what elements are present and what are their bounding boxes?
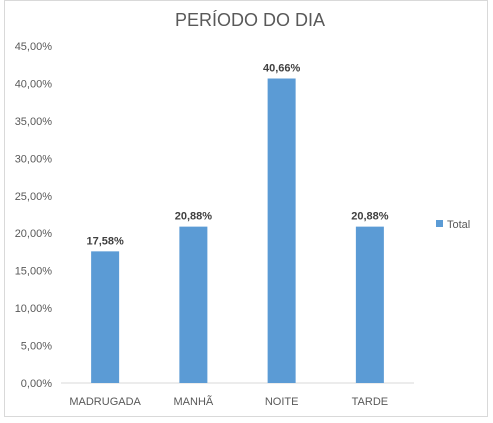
chart-title: PERÍODO DO DIA — [175, 10, 325, 30]
y-tick-label: 15,00% — [15, 266, 53, 278]
legend: Total — [436, 219, 470, 231]
bar — [355, 226, 384, 383]
bar — [91, 251, 120, 383]
x-tick-label: NOITE — [265, 396, 299, 408]
x-tick-label: MADRUGADA — [69, 396, 141, 408]
y-axis: 0,00% 5,00% 10,00% 15,00% 20,00% 25,00% 30,00%… — [15, 41, 53, 390]
x-axis: MADRUGADA MANHÃ NOITE TARDE — [69, 395, 388, 408]
legend-swatch — [436, 220, 443, 227]
bar — [179, 226, 208, 383]
bar — [267, 78, 296, 384]
y-tick-label: 25,00% — [15, 191, 53, 203]
bar-data-label: 40,66% — [263, 63, 301, 75]
bars: 17,58% 20,88% 40,66% 20,88% — [86, 63, 389, 384]
y-tick-label: 20,00% — [15, 228, 53, 240]
y-tick-label: 10,00% — [15, 303, 53, 315]
x-tick-label: MANHÃ — [174, 395, 214, 408]
bar-data-label: 20,88% — [175, 211, 213, 223]
legend-label: Total — [447, 219, 470, 231]
y-tick-label: 0,00% — [21, 378, 52, 390]
chart-frame — [4, 0, 488, 417]
y-tick-label: 5,00% — [21, 341, 52, 353]
x-tick-label: TARDE — [352, 396, 388, 408]
bar-data-label: 20,88% — [351, 211, 389, 223]
y-tick-label: 45,00% — [15, 41, 53, 53]
y-tick-label: 35,00% — [15, 116, 53, 128]
bar-data-label: 17,58% — [86, 235, 124, 247]
y-tick-label: 30,00% — [15, 153, 53, 165]
y-tick-label: 40,00% — [15, 78, 53, 90]
